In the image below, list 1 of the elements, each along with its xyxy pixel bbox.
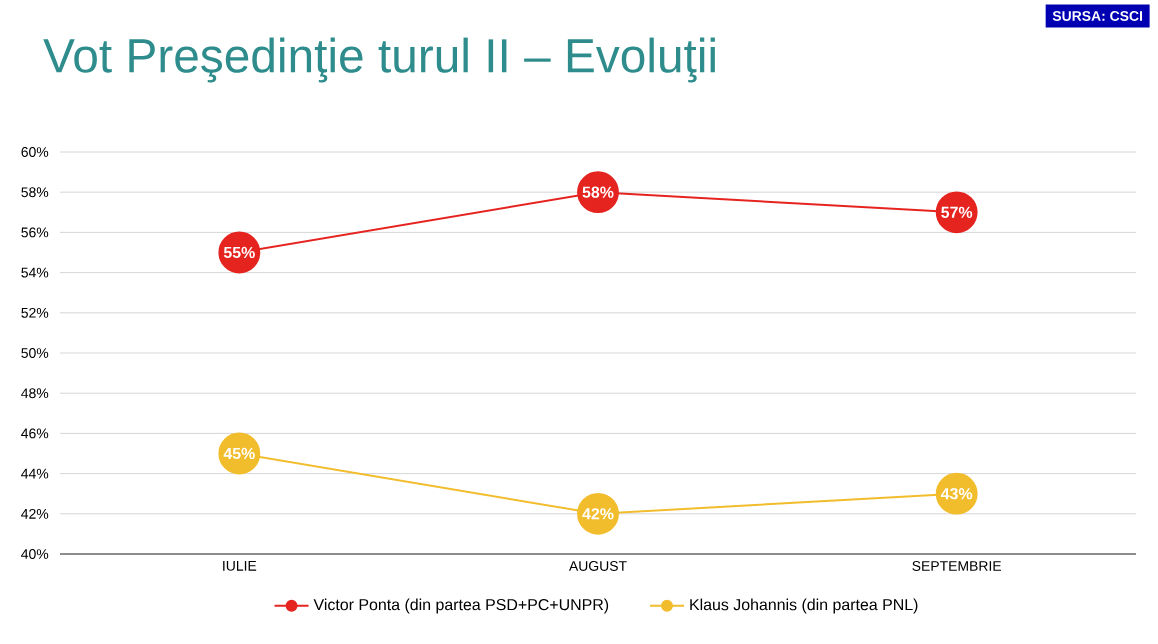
chart-title: Vot Preşedinţie turul II – Evoluţii <box>43 37 715 83</box>
